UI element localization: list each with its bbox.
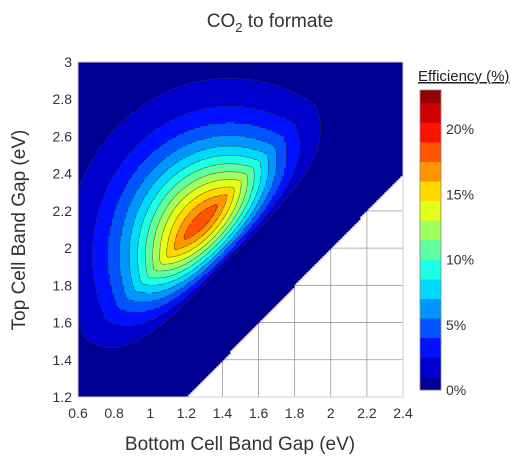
plot-area [78,62,404,398]
chart-title: CO2 to formate [207,11,334,35]
